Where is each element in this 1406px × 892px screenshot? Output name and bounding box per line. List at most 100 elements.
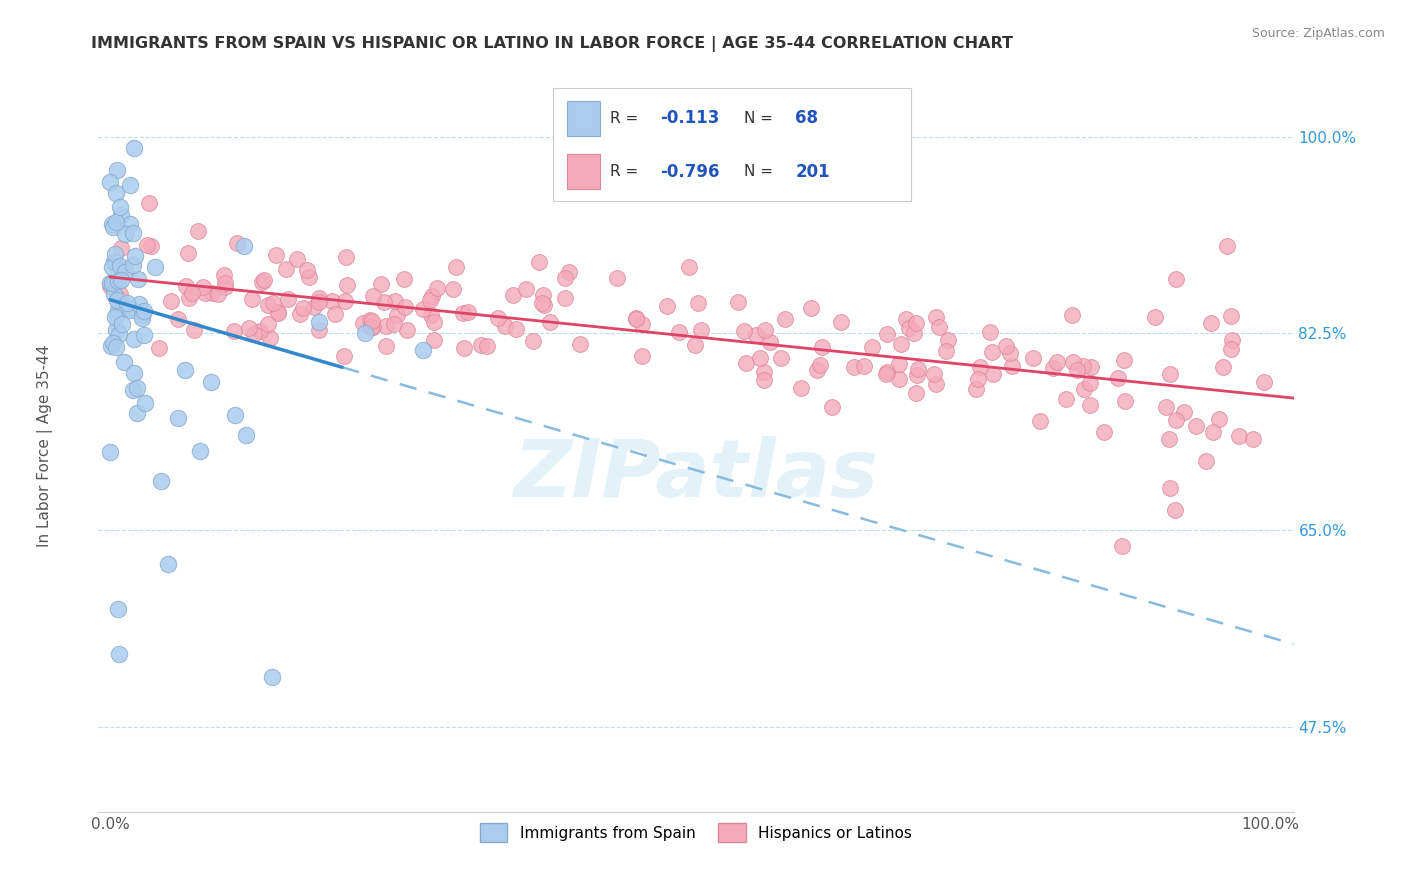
Point: [111, 317, 134, 331]
Point: [240, 293, 263, 307]
Point: [336, 278, 359, 293]
Point: [298, 269, 321, 284]
Point: [668, 325, 690, 339]
Point: [354, 326, 377, 341]
Point: [104, 186, 127, 200]
Point: [124, 332, 146, 346]
Point: [451, 306, 474, 320]
Point: [250, 275, 273, 289]
Point: [569, 336, 592, 351]
Point: [98, 279, 121, 293]
Point: [1241, 432, 1264, 446]
Point: [374, 318, 396, 333]
Point: [291, 301, 314, 315]
Point: [1080, 360, 1102, 375]
Text: IMMIGRANTS FROM SPAIN VS HISPANIC OR LATINO IN LABOR FORCE | AGE 35-44 CORRELATI: IMMIGRANTS FROM SPAIN VS HISPANIC OR LAT…: [91, 36, 1014, 52]
Point: [104, 247, 127, 261]
Point: [333, 349, 356, 363]
Point: [127, 380, 149, 394]
Point: [1066, 362, 1088, 376]
Point: [904, 386, 927, 401]
Point: [352, 317, 374, 331]
Point: [235, 428, 257, 442]
Point: [120, 302, 142, 317]
Point: [122, 141, 145, 155]
Point: [308, 294, 330, 309]
Point: [1220, 333, 1243, 347]
Point: [108, 200, 131, 214]
Point: [124, 249, 146, 263]
Point: [1112, 352, 1135, 367]
Point: [302, 300, 325, 314]
Text: N =: N =: [744, 111, 778, 126]
Point: [925, 377, 948, 392]
Point: [1159, 367, 1181, 381]
Point: [325, 307, 347, 321]
Text: R =: R =: [610, 111, 643, 126]
Point: [194, 285, 217, 300]
Point: [860, 340, 883, 354]
Point: [1157, 432, 1180, 446]
Point: [928, 320, 950, 334]
Point: [253, 272, 276, 286]
Point: [214, 276, 236, 290]
Point: [655, 299, 678, 313]
Point: [889, 357, 911, 371]
Point: [276, 261, 298, 276]
Point: [935, 344, 957, 359]
Text: In Labor Force | Age 35-44: In Labor Force | Age 35-44: [37, 345, 53, 547]
Point: [200, 376, 222, 390]
Point: [800, 301, 823, 315]
Point: [735, 356, 758, 370]
Point: [108, 286, 131, 301]
Point: [222, 324, 245, 338]
Text: -0.796: -0.796: [661, 162, 720, 181]
Point: [1062, 308, 1084, 322]
Point: [125, 406, 148, 420]
Point: [104, 310, 127, 324]
Point: [121, 226, 143, 240]
Point: [361, 289, 384, 303]
Point: [830, 316, 852, 330]
Point: [105, 163, 128, 178]
Text: ZIPatlas: ZIPatlas: [513, 436, 879, 515]
Point: [104, 341, 127, 355]
Point: [494, 318, 516, 333]
Point: [361, 319, 384, 334]
Text: R =: R =: [610, 164, 643, 179]
Point: [396, 323, 419, 337]
Point: [385, 308, 408, 322]
Point: [138, 195, 160, 210]
Point: [979, 325, 1001, 339]
Point: [115, 295, 138, 310]
Point: [167, 312, 190, 326]
Point: [1071, 359, 1094, 373]
Point: [936, 333, 959, 347]
Point: [898, 320, 921, 334]
Point: [554, 291, 576, 305]
Point: [678, 260, 700, 275]
Point: [894, 312, 917, 326]
Point: [529, 255, 551, 269]
Point: [557, 265, 579, 279]
Point: [790, 381, 813, 395]
Point: [754, 323, 776, 337]
Point: [965, 382, 987, 396]
Point: [733, 324, 755, 338]
Point: [1022, 351, 1045, 365]
Point: [110, 273, 132, 287]
Point: [749, 351, 772, 365]
Point: [486, 311, 509, 326]
Point: [759, 335, 782, 350]
Point: [308, 315, 330, 329]
Point: [285, 252, 308, 266]
Point: [1220, 342, 1243, 356]
Point: [114, 262, 136, 277]
Point: [98, 444, 121, 458]
Point: [177, 246, 200, 260]
Point: [631, 349, 654, 363]
Point: [423, 333, 446, 347]
Point: [382, 317, 405, 331]
Point: [122, 259, 145, 273]
Point: [502, 287, 524, 301]
